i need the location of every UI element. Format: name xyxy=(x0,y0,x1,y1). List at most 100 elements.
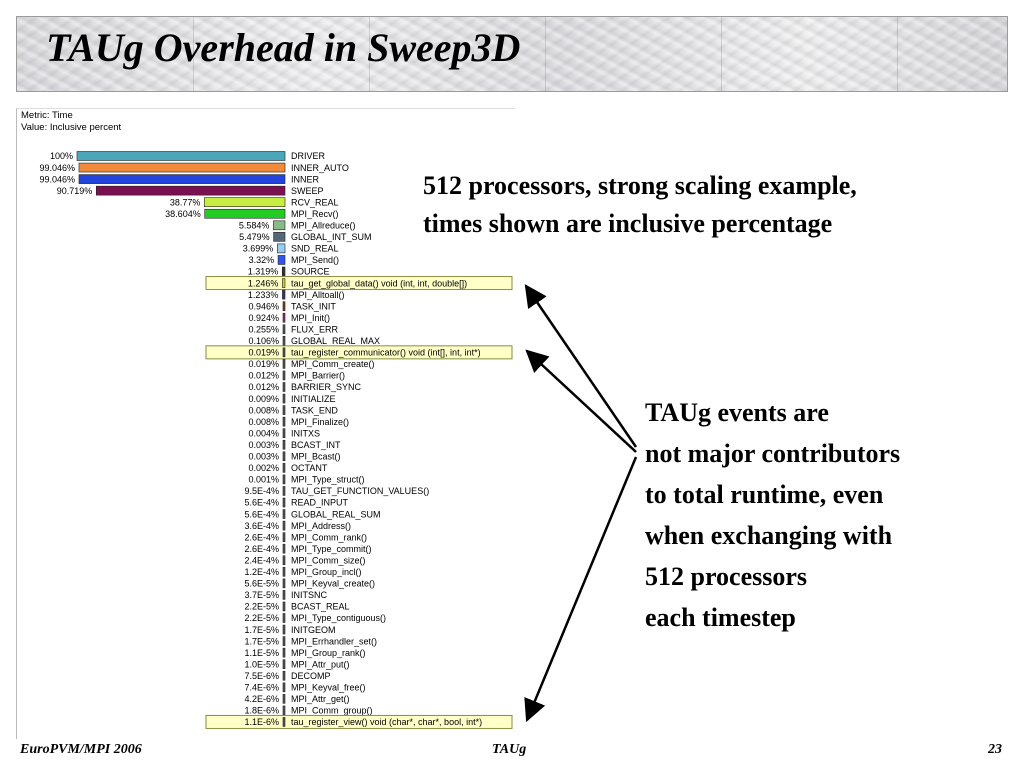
bar-name-label: MPI_Attr_get() xyxy=(291,694,350,704)
bar xyxy=(282,566,286,577)
arrow-to-get-global-data xyxy=(524,284,638,448)
bar xyxy=(277,255,286,265)
bar xyxy=(282,370,286,381)
bar xyxy=(273,220,286,231)
bar-name-label: TASK_INIT xyxy=(291,301,336,311)
bar xyxy=(282,405,286,415)
bar-chart: 100% DRIVER 99.046% INNER_AUTO 99.046% INNER 9… xyxy=(39,151,513,729)
bar-value-label: 7.5E-6% xyxy=(244,671,279,681)
bar-name-label: MPI_Type_struct() xyxy=(291,475,365,485)
bar xyxy=(282,312,286,323)
bar-name-label: MPI_Init() xyxy=(291,313,330,323)
bar-value-label: 99.046% xyxy=(39,174,75,184)
bar-name-label: GLOBAL_INT_SUM xyxy=(291,232,372,242)
bar-value-label: 100% xyxy=(50,151,73,161)
bar-name-label: SWEEP xyxy=(291,186,324,196)
bar xyxy=(282,416,286,427)
bar-name-label: BARRIER_SYNC xyxy=(291,382,362,392)
bar-value-label: 0.002% xyxy=(248,463,279,473)
bar-name-label: INITIALIZE xyxy=(291,394,336,404)
bar-value-label: 0.924% xyxy=(248,313,279,323)
bar xyxy=(282,486,286,496)
bar xyxy=(282,428,286,439)
bar-value-label: 5.584% xyxy=(239,221,270,231)
bar-value-label: 3.6E-4% xyxy=(244,521,279,531)
note-line: 512 processors xyxy=(645,562,808,591)
bar-value-label: 99.046% xyxy=(39,163,75,173)
bar xyxy=(282,590,286,600)
bar-value-label: 0.003% xyxy=(248,452,279,462)
bar-name-label: MPI_Errhandler_set() xyxy=(291,636,377,646)
bar-name-label: RCV_REAL xyxy=(291,197,339,207)
note-line: TAUg events are xyxy=(645,398,829,427)
bar-name-label: FLUX_ERR xyxy=(291,324,339,334)
bar xyxy=(282,578,286,589)
bar-name-label: TASK_END xyxy=(291,405,338,415)
bar-name-label: MPI_Group_incl() xyxy=(291,567,362,577)
bar-name-label: INNER_AUTO xyxy=(291,163,349,173)
bar-name-label: MPI_Bcast() xyxy=(291,452,341,462)
bar-name-label: GLOBAL_REAL_SUM xyxy=(291,509,381,519)
bar xyxy=(282,624,286,635)
bar-name-label: GLOBAL_REAL_MAX xyxy=(291,336,380,346)
bar-name-label: INITGEOM xyxy=(291,625,336,635)
bar-value-label: 1.233% xyxy=(248,290,279,300)
bar-name-label: BCAST_INT xyxy=(291,440,341,450)
bar-name-label: MPI_Address() xyxy=(291,521,351,531)
bar xyxy=(282,670,286,681)
note-line: 512 processors, strong scaling example, xyxy=(423,171,857,200)
bar xyxy=(277,243,286,254)
bar-value-label: 5.479% xyxy=(239,232,270,242)
bar xyxy=(282,694,286,704)
bar-name-label: MPI_Attr_put() xyxy=(291,659,350,669)
bar-value-label: 5.6E-5% xyxy=(244,579,279,589)
bar-value-label: 2.6E-4% xyxy=(244,532,279,542)
chart-header: Metric: Time Value: Inclusive percent xyxy=(21,110,121,134)
bar-name-label: MPI_Send() xyxy=(291,255,339,265)
bar xyxy=(282,474,286,485)
bar xyxy=(282,509,286,519)
bar-name-label: MPI_Keyval_create() xyxy=(291,579,375,589)
bar-name-label: MPI_Alltoall() xyxy=(291,290,345,300)
footer-conference: EuroPVM/MPI 2006 xyxy=(20,742,142,757)
bar-name-label: READ_INPUT xyxy=(291,498,349,508)
bar xyxy=(282,289,286,300)
bar-value-label: 0.019% xyxy=(248,348,279,358)
bar-name-label: SND_REAL xyxy=(291,244,339,254)
slide-header xyxy=(16,16,1008,92)
bar-value-label: 2.4E-4% xyxy=(244,555,279,565)
bar-name-label: tau_register_view() void (char*, char*, … xyxy=(291,717,482,727)
bar xyxy=(96,185,286,196)
bar-value-label: 0.255% xyxy=(248,324,279,334)
bar-name-label: TAU_GET_FUNCTION_VALUES() xyxy=(291,486,429,496)
bar xyxy=(282,636,286,646)
bar xyxy=(282,451,286,462)
arrow-to-register-view xyxy=(524,456,638,723)
highlight-box xyxy=(205,345,513,360)
value-label: Value: Inclusive percent xyxy=(21,122,122,133)
bar xyxy=(282,601,286,612)
bar xyxy=(282,463,286,473)
bar-value-label: 0.008% xyxy=(248,417,279,427)
bar-name-label: MPI_Keyval_free() xyxy=(291,683,366,693)
bar-value-label: 0.004% xyxy=(248,428,279,438)
bar-value-label: 1.7E-5% xyxy=(244,636,279,646)
bar-value-label: 0.012% xyxy=(248,382,279,392)
metric-label: Metric: Time xyxy=(21,110,73,121)
bar xyxy=(282,278,286,288)
bar-value-label: 5.6E-4% xyxy=(244,509,279,519)
bar-name-label: tau_get_global_data() void (int, int, do… xyxy=(291,278,467,288)
bar xyxy=(282,705,286,716)
bar xyxy=(282,717,286,727)
bar-value-label: 3.699% xyxy=(243,244,274,254)
bar-name-label: INITSNC xyxy=(291,590,328,600)
bar-name-label: BCAST_REAL xyxy=(291,602,350,612)
bar-value-label: 0.106% xyxy=(248,336,279,346)
bar xyxy=(204,208,286,219)
bar xyxy=(281,266,286,277)
bar xyxy=(282,532,286,542)
bar xyxy=(282,555,286,566)
footer-topic: TAUg xyxy=(492,742,527,757)
bar xyxy=(282,520,286,531)
note-line: when exchanging with xyxy=(645,521,893,550)
